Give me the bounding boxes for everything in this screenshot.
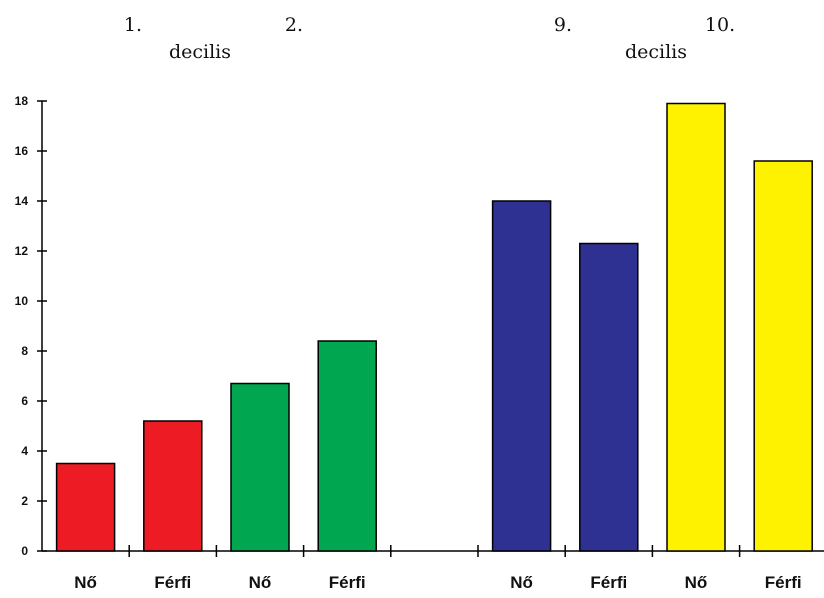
x-category-label: Férfi — [590, 573, 627, 592]
y-tick-label: 14 — [15, 194, 29, 208]
x-category-label: Nő — [74, 573, 97, 592]
x-category-label: Férfi — [154, 573, 191, 592]
x-category-label: Férfi — [765, 573, 802, 592]
bar — [143, 420, 203, 552]
decile-word-label: decilis — [169, 41, 231, 63]
decile-number-label: 10. — [705, 14, 735, 36]
x-category-label: Nő — [685, 573, 708, 592]
bar — [55, 462, 116, 552]
decile-word-label: decilis — [625, 41, 687, 63]
decile-number-label: 9. — [554, 14, 572, 36]
bar — [317, 340, 377, 552]
bar — [666, 102, 726, 552]
bar — [491, 200, 552, 552]
y-tick-label: 16 — [15, 144, 29, 158]
decile-number-label: 1. — [124, 14, 142, 36]
y-tick-label: 0 — [21, 544, 28, 558]
y-tick-label: 10 — [15, 294, 29, 308]
y-tick-label: 6 — [21, 394, 28, 408]
y-tick-label: 8 — [21, 344, 28, 358]
bar — [230, 382, 290, 552]
y-tick-label: 4 — [21, 444, 28, 458]
bar — [753, 160, 813, 552]
bar — [579, 242, 639, 552]
x-category-label: Férfi — [329, 573, 366, 592]
x-category-label: Nő — [249, 573, 272, 592]
y-tick-label: 12 — [15, 244, 29, 258]
y-tick-label: 18 — [15, 94, 29, 108]
decile-number-label: 2. — [285, 14, 303, 36]
y-tick-label: 2 — [21, 494, 28, 508]
x-category-label: Nő — [510, 573, 533, 592]
